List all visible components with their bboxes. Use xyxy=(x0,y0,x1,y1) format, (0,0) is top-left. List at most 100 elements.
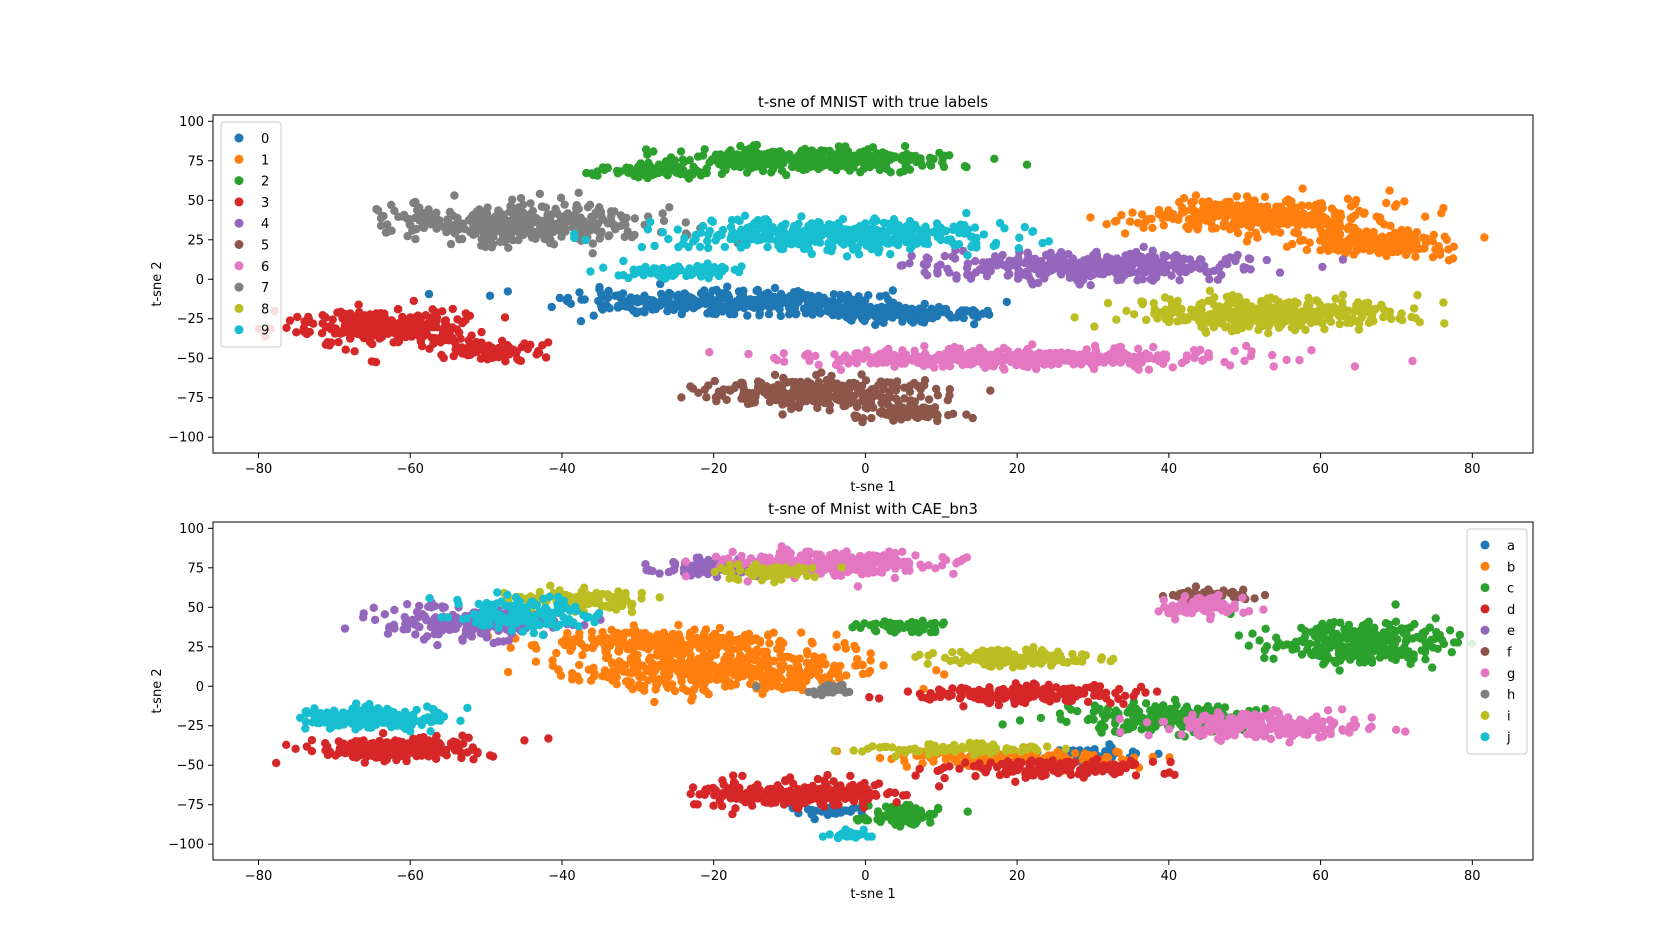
data-point xyxy=(1034,278,1043,288)
data-point xyxy=(1089,260,1099,270)
data-point xyxy=(1344,235,1353,245)
data-point xyxy=(576,317,586,326)
data-point xyxy=(925,356,935,365)
data-point xyxy=(651,685,660,694)
data-point xyxy=(966,274,976,283)
data-point xyxy=(1010,357,1020,366)
data-point xyxy=(597,301,606,310)
y-tick-label: −75 xyxy=(177,391,204,406)
data-point xyxy=(794,403,804,412)
data-point xyxy=(614,665,623,674)
data-point xyxy=(500,313,510,322)
data-point xyxy=(575,214,584,223)
data-point xyxy=(756,303,766,312)
data-point xyxy=(1354,325,1364,334)
data-point xyxy=(398,312,407,322)
data-point xyxy=(599,263,608,272)
x-tick-label: 20 xyxy=(1009,462,1026,477)
data-point xyxy=(508,195,517,204)
data-point xyxy=(688,671,697,680)
data-point xyxy=(424,289,434,299)
data-point xyxy=(1358,311,1367,320)
data-point xyxy=(491,215,500,224)
data-point xyxy=(813,403,822,413)
data-point xyxy=(730,162,739,171)
data-point xyxy=(1318,229,1327,239)
data-point xyxy=(669,264,678,273)
data-point xyxy=(803,665,813,674)
data-point xyxy=(1254,206,1263,215)
data-point xyxy=(700,145,709,154)
data-point xyxy=(785,664,795,673)
legend-label: 0 xyxy=(261,132,269,147)
data-point xyxy=(432,224,441,233)
data-point xyxy=(898,317,907,326)
data-point xyxy=(1211,210,1220,219)
data-point xyxy=(1119,263,1128,272)
data-point xyxy=(856,308,865,317)
data-point xyxy=(1005,270,1014,279)
data-point xyxy=(842,252,852,261)
data-point xyxy=(780,357,789,366)
data-point xyxy=(698,221,708,231)
data-point xyxy=(650,241,659,251)
data-point xyxy=(581,235,590,245)
data-point xyxy=(1369,227,1378,237)
data-point xyxy=(1355,206,1364,216)
data-point xyxy=(1211,310,1221,319)
data-point xyxy=(940,670,949,679)
data-point xyxy=(1287,197,1296,206)
subplot-1: −80 −60 −40 −20 0 20 40 60 801007550250−25−50−75… xyxy=(150,93,1534,495)
data-point xyxy=(1201,216,1211,225)
data-point xyxy=(746,295,755,304)
data-point xyxy=(755,233,765,242)
data-point xyxy=(364,320,374,330)
data-point xyxy=(1308,317,1318,326)
data-point xyxy=(1304,293,1313,302)
data-point xyxy=(1168,363,1178,372)
data-point xyxy=(1290,315,1300,325)
data-point xyxy=(479,234,488,243)
data-point xyxy=(705,666,714,675)
data-point xyxy=(993,355,1003,364)
data-point xyxy=(932,409,941,419)
data-point xyxy=(341,345,350,354)
data-point xyxy=(812,370,821,380)
data-point xyxy=(872,216,881,225)
data-point xyxy=(603,293,613,302)
data-point xyxy=(376,221,386,230)
data-point xyxy=(1262,255,1272,265)
data-point xyxy=(791,378,800,387)
data-point xyxy=(834,355,843,364)
data-point xyxy=(1069,268,1079,277)
data-point xyxy=(503,349,512,358)
data-point xyxy=(1019,354,1029,363)
data-point xyxy=(523,344,532,354)
data-point xyxy=(864,156,873,166)
data-point xyxy=(777,228,786,237)
data-point xyxy=(1271,295,1280,304)
legend-label: 1 xyxy=(261,153,269,168)
data-point xyxy=(450,337,459,346)
data-point xyxy=(446,223,455,232)
data-point xyxy=(576,226,585,235)
data-point xyxy=(643,225,653,234)
data-point xyxy=(338,314,347,323)
data-point xyxy=(1412,245,1422,254)
data-point xyxy=(772,669,782,678)
data-point xyxy=(532,350,541,359)
data-point xyxy=(387,226,396,235)
data-point xyxy=(640,681,649,691)
data-point xyxy=(949,222,958,231)
data-point xyxy=(514,212,523,221)
data-point xyxy=(851,379,861,389)
data-point xyxy=(804,296,813,305)
data-point xyxy=(453,213,462,223)
data-point xyxy=(1256,215,1266,224)
data-point xyxy=(1312,220,1321,229)
data-point xyxy=(1192,348,1201,357)
data-point xyxy=(677,393,686,402)
data-point xyxy=(898,261,907,270)
data-point xyxy=(761,674,770,683)
data-point xyxy=(293,312,302,322)
